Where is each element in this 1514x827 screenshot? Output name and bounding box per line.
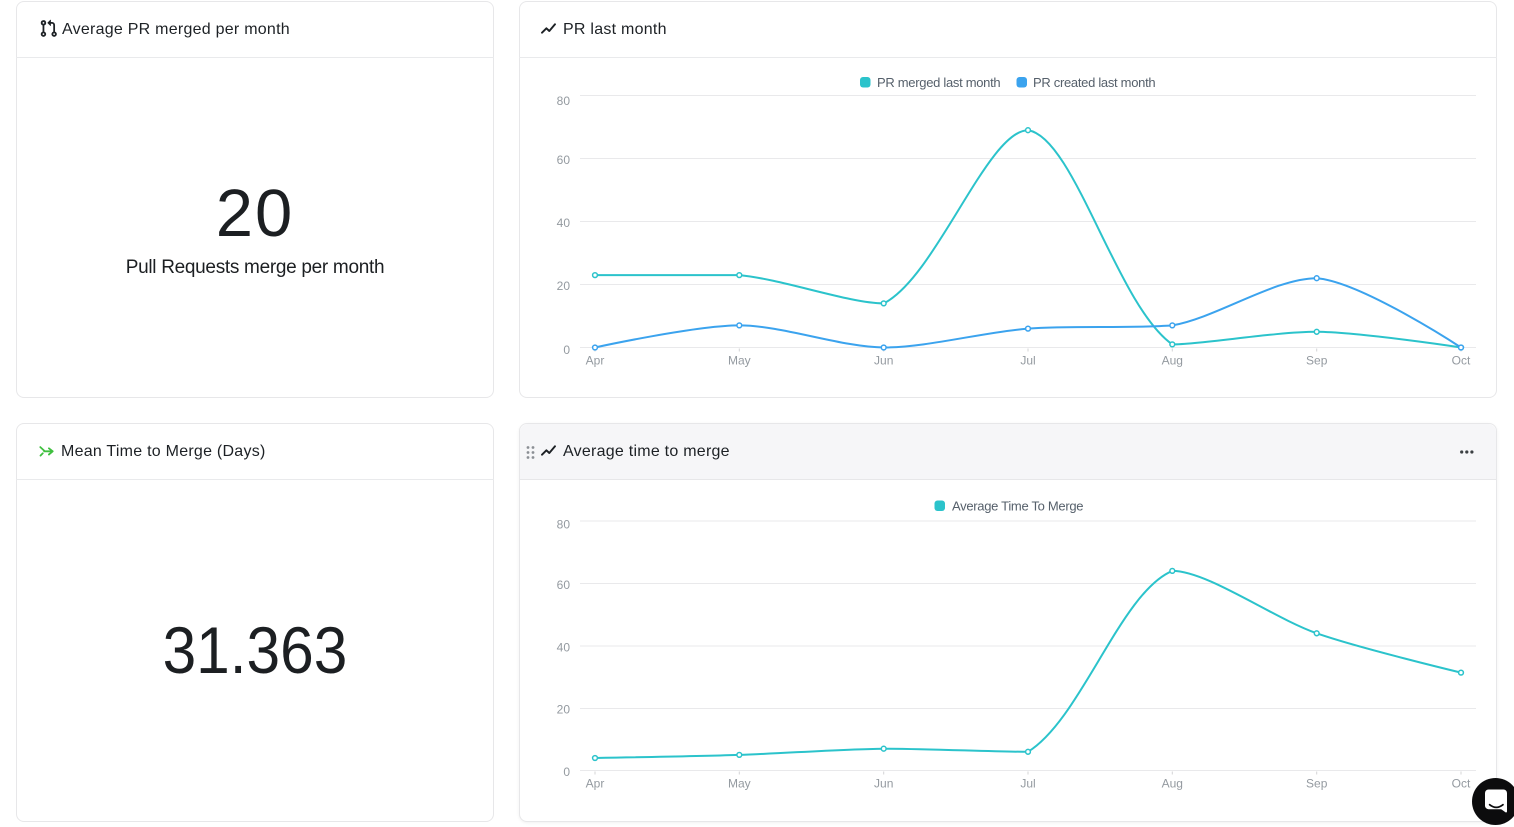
svg-text:80: 80	[557, 94, 571, 108]
svg-text:60: 60	[557, 578, 571, 592]
svg-text:20: 20	[557, 279, 571, 293]
svg-text:40: 40	[557, 216, 571, 230]
svg-text:Oct: Oct	[1452, 777, 1471, 791]
svg-text:May: May	[728, 353, 751, 367]
svg-text:PR created last month: PR created last month	[1033, 75, 1155, 90]
svg-text:Aug: Aug	[1162, 777, 1183, 791]
svg-text:May: May	[728, 777, 751, 791]
svg-text:0: 0	[563, 343, 570, 357]
svg-text:0: 0	[563, 765, 570, 779]
svg-text:60: 60	[557, 153, 571, 167]
svg-text:80: 80	[557, 517, 571, 531]
svg-text:Apr: Apr	[586, 353, 605, 367]
svg-text:Jul: Jul	[1020, 353, 1035, 367]
svg-text:Sep: Sep	[1306, 777, 1328, 791]
svg-text:40: 40	[557, 641, 571, 655]
svg-text:Average Time To Merge: Average Time To Merge	[952, 499, 1083, 514]
svg-text:Apr: Apr	[586, 777, 605, 791]
svg-text:Jul: Jul	[1020, 777, 1035, 791]
svg-text:Oct: Oct	[1452, 353, 1471, 367]
svg-text:Sep: Sep	[1306, 353, 1328, 367]
svg-text:PR merged last month: PR merged last month	[877, 75, 1000, 90]
svg-text:Jun: Jun	[874, 353, 893, 367]
svg-text:Aug: Aug	[1162, 353, 1183, 367]
svg-text:Jun: Jun	[874, 777, 893, 791]
svg-text:20: 20	[557, 703, 571, 717]
